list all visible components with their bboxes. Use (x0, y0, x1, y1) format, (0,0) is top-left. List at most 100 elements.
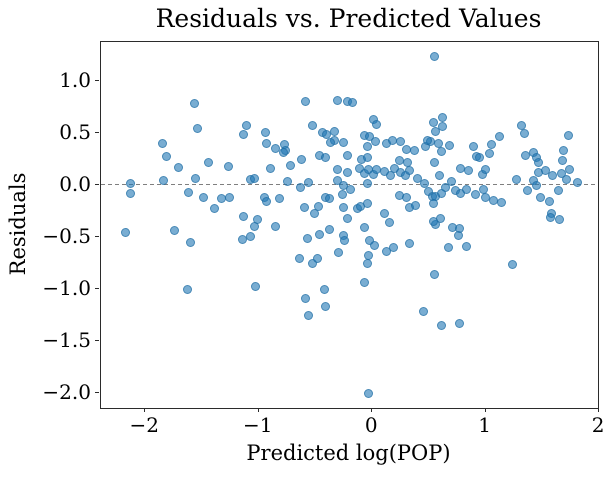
data-point (333, 248, 343, 258)
data-point (126, 188, 135, 198)
data-point (548, 170, 558, 180)
data-point (430, 270, 440, 280)
data-point (438, 112, 448, 122)
x-tick-mark (484, 408, 486, 412)
data-point (545, 212, 555, 222)
data-point (541, 165, 551, 175)
data-point (321, 302, 331, 312)
data-point (428, 199, 438, 209)
data-point (409, 145, 419, 155)
data-point (359, 223, 369, 233)
data-point (271, 222, 281, 232)
data-point (309, 208, 319, 218)
chart-title: Residuals vs. Predicted Values (155, 4, 542, 33)
data-point (382, 247, 392, 257)
data-point (250, 281, 260, 291)
data-point (300, 294, 310, 303)
data-point (436, 146, 446, 156)
data-point (484, 149, 494, 159)
data-point (428, 117, 438, 127)
data-point (157, 138, 167, 148)
data-point (511, 175, 521, 185)
data-point (363, 179, 373, 189)
data-point (304, 178, 314, 188)
data-point (299, 203, 309, 213)
data-point (428, 216, 438, 226)
data-point (475, 153, 485, 163)
data-point (170, 226, 180, 236)
data-point (365, 235, 375, 245)
data-point (262, 138, 272, 148)
data-point (565, 164, 575, 174)
data-point (340, 235, 350, 245)
data-point (401, 192, 411, 202)
x-tick-label: 0 (364, 413, 378, 437)
data-point (189, 99, 199, 109)
data-point (297, 155, 307, 165)
data-point (430, 52, 440, 62)
data-point (307, 258, 317, 268)
data-point (447, 177, 457, 187)
data-point (162, 152, 172, 162)
data-point (342, 167, 352, 177)
data-point (342, 213, 352, 223)
data-point (314, 202, 324, 212)
data-point (339, 203, 349, 213)
data-point (295, 254, 305, 264)
x-tick-mark (598, 408, 600, 412)
data-point (418, 306, 428, 316)
data-point (325, 137, 335, 147)
y-tick-mark (95, 288, 99, 290)
data-point (470, 189, 480, 199)
data-point (431, 127, 441, 137)
data-point (246, 232, 256, 242)
y-tick-mark (95, 131, 99, 133)
data-point (363, 258, 373, 268)
x-tick-label: −2 (129, 413, 159, 437)
data-point (558, 156, 568, 166)
data-point (553, 185, 563, 195)
data-point (285, 160, 295, 170)
data-point (413, 174, 423, 184)
data-point (563, 131, 573, 141)
data-point (300, 96, 310, 106)
data-point (369, 240, 379, 250)
data-point (158, 176, 168, 186)
data-point (261, 128, 271, 138)
y-tick-label: 0.5 (59, 119, 91, 144)
data-point (544, 197, 554, 207)
data-point (190, 174, 200, 184)
x-tick-label: 2 (591, 413, 605, 437)
data-point (249, 222, 259, 232)
data-point (239, 211, 249, 221)
data-point (271, 143, 281, 153)
data-point (346, 184, 356, 194)
data-point (494, 132, 504, 142)
x-tick-label: −1 (242, 413, 273, 437)
data-point (265, 163, 275, 173)
data-point (262, 197, 272, 207)
y-tick-label: −1.5 (42, 328, 91, 353)
data-point (461, 184, 471, 194)
data-point (324, 193, 334, 203)
data-point (486, 139, 496, 149)
data-point (405, 165, 415, 175)
data-point (405, 238, 415, 248)
data-point (430, 158, 440, 168)
data-point (173, 162, 183, 172)
data-point (363, 199, 373, 209)
x-tick-label: 1 (478, 413, 492, 437)
x-axis-label: Predicted log(POP) (246, 441, 451, 465)
y-tick-label: −0.5 (42, 223, 91, 248)
data-point (410, 201, 420, 211)
data-point (182, 284, 192, 294)
y-tick-mark (95, 235, 99, 237)
y-tick-label: −1.0 (42, 276, 91, 301)
data-point (441, 183, 451, 193)
y-tick-mark (95, 183, 99, 185)
data-point (342, 151, 352, 161)
data-point (332, 176, 342, 186)
data-point (573, 178, 583, 188)
data-point (321, 153, 331, 163)
